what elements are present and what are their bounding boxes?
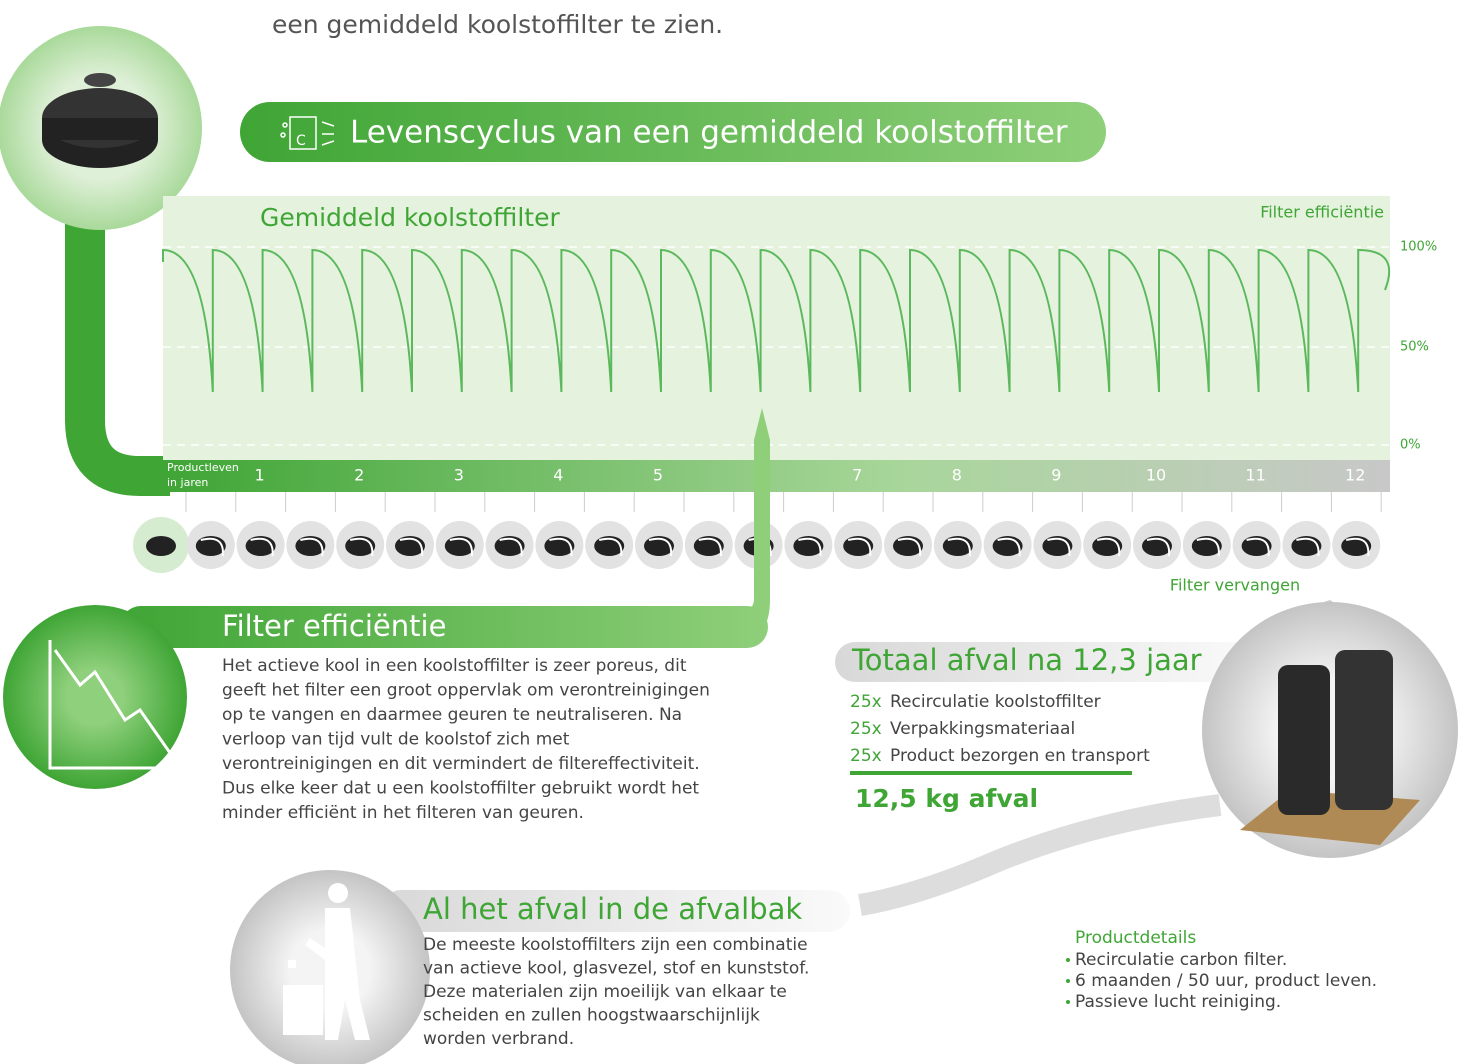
replace-arrow <box>549 537 573 557</box>
x-axis-label: Productleven <box>167 461 239 474</box>
paragraph-line: geeft het filter een groot oppervlak om … <box>222 681 710 701</box>
replace-arrow <box>1096 537 1121 557</box>
replace-arrow <box>200 537 224 557</box>
replace-arrow <box>399 537 424 557</box>
x-tick-label: 7 <box>852 466 862 485</box>
y-tick-label: 100% <box>1400 240 1437 255</box>
underline <box>850 771 1132 775</box>
replace-arrow <box>300 537 324 557</box>
replace-arrow <box>598 537 623 557</box>
svg-text:C: C <box>296 133 306 149</box>
filter-icon <box>146 536 176 556</box>
paragraph-line: van actieve kool, glasvezel, stof en kun… <box>423 959 809 979</box>
x-tick-label: 8 <box>952 466 962 485</box>
replace-arrow <box>349 537 374 557</box>
replace-arrow <box>1146 537 1171 557</box>
replace-arrow <box>1296 537 1320 557</box>
detail-item: Recirculatie carbon filter. <box>1075 950 1287 970</box>
replace-arrow <box>499 537 523 557</box>
efficiency-circle <box>3 605 187 789</box>
replace-arrow <box>698 537 722 557</box>
paragraph-line: verontreinigingen en dit vermindert de f… <box>222 754 700 774</box>
paragraph-line: Dus elke keer dat u een koolstoffilter g… <box>222 779 699 799</box>
bullet <box>1066 979 1070 983</box>
y-axis-label: Filter efficiëntie <box>1260 203 1384 222</box>
y-tick-label: 0% <box>1400 438 1421 453</box>
bin-title: Al het afval in de afvalbak <box>423 892 802 926</box>
replace-arrow <box>997 537 1021 557</box>
replace-arrow <box>897 537 922 557</box>
x-tick-label: 5 <box>653 466 663 485</box>
details-title: Productdetails <box>1075 928 1196 948</box>
efficiency-title: Filter efficiëntie <box>222 609 446 643</box>
filter-image <box>42 118 158 140</box>
paragraph-line: Deze materialen zijn moeilijk van elkaar… <box>423 982 787 1002</box>
replace-arrow <box>449 537 473 557</box>
replace-arrow <box>1345 537 1370 557</box>
item-count: 25x <box>850 746 882 766</box>
replace-arrow <box>250 537 274 557</box>
detail-item: Passieve lucht reiniging. <box>1075 992 1281 1012</box>
replace-arrow <box>1047 537 1071 557</box>
arrow-curve <box>858 794 1222 916</box>
filter-stack <box>1278 665 1330 815</box>
replace-arrow <box>1196 537 1220 557</box>
x-axis-label: in jaren <box>167 476 208 489</box>
bin-icon <box>283 883 370 1040</box>
filter-image <box>84 73 116 87</box>
replace-arrow <box>648 537 673 557</box>
x-tick-label: 1 <box>255 466 265 485</box>
filter-stack <box>1335 650 1393 810</box>
x-tick-label: 3 <box>454 466 464 485</box>
x-tick-label: 12 <box>1345 466 1365 485</box>
axis-bar <box>163 460 1390 492</box>
y-tick-label: 50% <box>1400 340 1429 355</box>
item-label: Verpakkingsmateriaal <box>890 719 1075 739</box>
waste-total: 12,5 kg afval <box>855 784 1038 813</box>
graph-title: Gemiddeld koolstoffilter <box>260 203 560 232</box>
paragraph-line: Het actieve kool in een koolstoffilter i… <box>222 656 687 676</box>
x-tick-label: 2 <box>354 466 364 485</box>
bullet <box>1066 1000 1070 1004</box>
paragraph-line: op te vangen en daarmee geuren te neutra… <box>222 705 682 725</box>
filter-row <box>133 492 1382 573</box>
replace-arrow <box>798 537 822 557</box>
connector <box>65 220 170 496</box>
item-label: Product bezorgen en transport <box>890 746 1150 766</box>
waste-banner <box>835 642 1255 682</box>
replace-label: Filter vervangen <box>1170 576 1300 595</box>
x-tick-label: 11 <box>1245 466 1265 485</box>
decline-icon <box>48 640 180 770</box>
replace-arrow <box>947 537 971 557</box>
banner <box>240 102 1106 162</box>
paragraph-line: minder efficiënt in het filteren van geu… <box>222 803 584 823</box>
waste-title: Totaal afval na 12,3 jaar <box>851 643 1202 677</box>
x-tick-label: 9 <box>1051 466 1061 485</box>
bullet <box>1066 958 1070 962</box>
item-count: 25x <box>850 719 882 739</box>
graph-area <box>163 196 1390 460</box>
paragraph-line: De meeste koolstoffilters zijn een combi… <box>423 935 808 955</box>
efficiency-curve <box>162 246 1391 446</box>
item-count: 25x <box>850 692 882 712</box>
intro-text: een gemiddeld koolstoffilter te zien. <box>272 10 723 39</box>
efficiency-banner <box>120 606 768 648</box>
paragraph-line: verloop van tijd vult de koolstof zich m… <box>222 730 570 750</box>
detail-item: 6 maanden / 50 uur, product leven. <box>1075 971 1377 991</box>
x-tick-label: 4 <box>553 466 563 485</box>
paragraph-line: scheiden en zullen hoogstwaarschijnlijk <box>423 1006 760 1026</box>
bin-banner <box>380 890 850 932</box>
paragraph-line: worden verbrand. <box>423 1029 574 1049</box>
x-tick-label: 10 <box>1146 466 1166 485</box>
carbon-icon: C <box>280 116 335 150</box>
replace-arrow <box>1246 537 1270 557</box>
curve <box>162 248 1391 393</box>
banner-title: Levenscyclus van een gemiddeld koolstoff… <box>350 115 1068 151</box>
replace-arrow <box>847 537 872 557</box>
item-label: Recirculatie koolstoffilter <box>890 692 1101 712</box>
